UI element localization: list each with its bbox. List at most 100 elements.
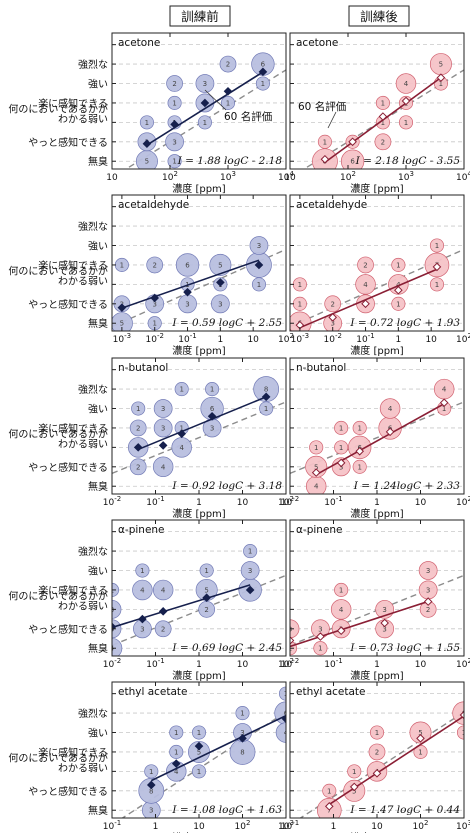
response-bubble [209,253,232,276]
mean-marker [183,287,192,297]
response-bubble [375,95,390,110]
bubble-count: 1 [210,386,214,394]
mean-marker [320,154,330,164]
bubble-count: 5 [218,261,222,269]
panel-n-butanol-before: 24214334113618110-210-1110102n-butanolI … [8,357,294,520]
mean-marker [146,780,156,790]
bubble-count: 1 [298,300,302,308]
bubble-count: 3 [172,138,176,146]
plot-area: 313134133233 [290,561,464,656]
regression-equation: I = 0.73 logC + 1.55 [349,642,460,654]
x-tick-label: 10-1 [356,332,374,345]
chemical-label: acetone [118,37,160,49]
response-bubble [290,619,300,639]
x-tick-label: 1 [196,660,202,670]
regression-equation: I = 2.18 logC - 3.55 [355,155,461,167]
x-tick-label: 1 [331,822,337,832]
response-bubble [249,236,269,255]
x-axis-title: 濃度 [ppm] [172,507,226,520]
y-level-label: 何のにおいであるかが [8,589,108,602]
x-tick-label: 102 [278,332,294,345]
regression-equation: I = 1.24logC + 2.33 [353,480,461,492]
response-bubble [355,274,376,295]
response-bubble [429,238,445,253]
mean-marker [171,759,181,768]
bubble-count: 3 [426,586,430,594]
bubble-count: 1 [204,567,208,575]
response-bubble [166,75,183,92]
chemical-label: acetaldehyde [296,199,367,211]
y-level-label: 強烈な [78,383,108,396]
mean-marker [133,443,143,452]
y-level-label: 楽に感知できる [38,97,108,110]
mean-marker [394,285,403,295]
bubble-count: 4 [314,483,319,491]
bubble-count: 1 [197,729,201,737]
x-axis-title: 濃度 [ppm] [350,344,404,357]
response-bubble [379,398,401,419]
y-level-label: 強い [88,78,108,91]
bubble-count: 2 [381,138,385,146]
bubble-count: 4 [179,444,184,452]
mean-marker [401,96,411,106]
bubble-count: 1 [318,645,322,653]
bubble-count: 1 [172,158,176,166]
annotation-after: 60 名評価 [298,100,346,129]
regression-line [150,714,286,782]
reference-line [290,248,464,328]
reference-line [112,248,286,328]
mean-marker [311,468,321,477]
x-axis-title: 濃度 [ppm] [350,182,404,195]
mean-marker [258,67,268,77]
response-bubble [131,401,146,416]
regression-equation: I = 1.47 logC + 0.44 [349,804,460,816]
bubble-count: 3 [318,625,322,633]
y-level-label: 無臭 [88,480,108,493]
response-bubble [330,599,352,620]
plot-area: 861211141511 [302,53,464,169]
x-tick-label: 102 [413,819,429,832]
bubble-count: 3 [210,424,214,432]
response-bubble [340,149,365,169]
bubble-count: 3 [240,729,244,737]
bubble-count: 4 [442,386,447,394]
x-tick-label: 102 [278,657,294,670]
x-tick-label: 10-2 [103,495,121,508]
x-tick-label: 10 [237,660,249,670]
y-level-label: 何のにおいであるかが [8,427,108,440]
bubble-count: 1 [152,320,156,328]
mean-marker [170,120,179,129]
response-bubble [205,382,220,397]
bubble-count: 6 [284,710,289,718]
bubble-count: 1 [145,119,149,127]
x-axis-title: 濃度 [ppm] [172,344,226,357]
bubble-count: 1 [327,787,331,795]
response-bubble [275,722,286,743]
bubble-count: 1 [203,119,207,127]
mean-marker [336,626,346,636]
panels: 53311233121611110102103104acetoneI = 1.8… [8,32,470,833]
x-tick-label: 104 [278,170,294,183]
bubble-count: 4 [140,586,145,594]
response-bubble [334,582,349,597]
bubble-count: 1 [172,99,176,107]
bubble-count: 2 [204,606,208,614]
bubble-count: 2 [161,625,165,633]
bubble-count: 1 [396,300,400,308]
response-bubble [153,418,173,438]
x-tick-label: 10 [247,335,259,345]
x-tick-label: 103 [278,819,294,832]
response-bubble [167,95,182,110]
bubble-count: 2 [363,261,367,269]
response-bubble [154,620,172,638]
response-bubble [144,764,159,779]
bubble-count: 3 [149,807,153,815]
regression-equation: I = 1.08 logC + 1.63 [171,804,282,816]
mean-marker [436,73,446,82]
x-tick-label: 102 [278,495,294,508]
regression-line [290,600,429,648]
x-tick-label: 10-2 [103,657,121,670]
regression-equation: I = 1.88 logC - 2.18 [177,155,283,167]
